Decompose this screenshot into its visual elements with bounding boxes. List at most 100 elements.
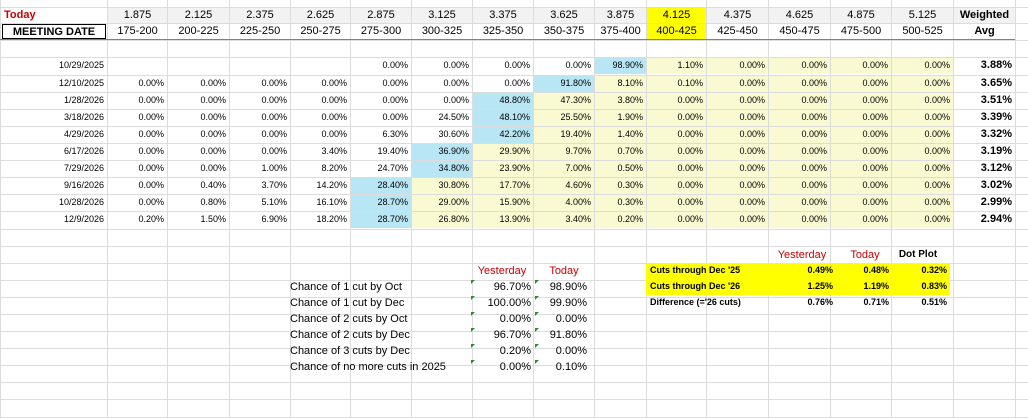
- probability-cell[interactable]: 0.00%: [769, 161, 830, 177]
- range-header[interactable]: 300-325: [412, 24, 472, 39]
- probability-cell[interactable]: 0.00%: [707, 212, 768, 228]
- probability-cell[interactable]: 0.00%: [769, 58, 830, 74]
- probability-cell[interactable]: 0.00%: [707, 161, 768, 177]
- probability-cell[interactable]: 6.90%: [261, 214, 287, 224]
- weighted-avg-cell[interactable]: 3.02%: [980, 179, 1012, 191]
- rate-header[interactable]: 4.875: [831, 8, 891, 23]
- probability-cell[interactable]: 0.10%: [647, 76, 706, 92]
- probability-cell[interactable]: 0.00%: [138, 180, 164, 190]
- probability-cell[interactable]: 0.00%: [504, 60, 530, 70]
- probability-cell[interactable]: 0.00%: [200, 129, 226, 139]
- probability-cell[interactable]: 1.90%: [595, 110, 646, 126]
- meeting-date-cell[interactable]: 10/29/2025: [58, 60, 104, 70]
- probability-cell[interactable]: 8.20%: [321, 163, 347, 173]
- probability-cell[interactable]: 0.00%: [138, 146, 164, 156]
- probability-cell[interactable]: 0.00%: [831, 195, 891, 211]
- cut-chance-yesterday[interactable]: 100.00%: [487, 297, 531, 309]
- probability-cell[interactable]: 4.60%: [534, 178, 594, 194]
- summary-dotplot[interactable]: 0.51%: [921, 297, 947, 307]
- probability-cell[interactable]: 0.20%: [595, 212, 646, 228]
- probability-cell[interactable]: 24.50%: [438, 112, 469, 122]
- probability-cell[interactable]: 1.10%: [647, 58, 706, 74]
- meeting-date-cell[interactable]: 10/28/2026: [58, 197, 104, 207]
- probability-cell[interactable]: 0.00%: [382, 112, 408, 122]
- probability-cell[interactable]: 0.00%: [647, 161, 706, 177]
- probability-cell[interactable]: 30.60%: [438, 129, 469, 139]
- probability-cell[interactable]: 19.40%: [377, 146, 408, 156]
- probability-cell[interactable]: 0.00%: [831, 212, 891, 228]
- range-header[interactable]: 425-450: [707, 24, 768, 39]
- probability-cell[interactable]: 0.00%: [261, 146, 287, 156]
- probability-cell[interactable]: 98.90%: [595, 58, 646, 74]
- probability-cell[interactable]: 0.00%: [892, 127, 953, 143]
- probability-cell[interactable]: 0.00%: [321, 78, 347, 88]
- summary-yesterday[interactable]: 0.49%: [766, 263, 836, 279]
- probability-cell[interactable]: 0.00%: [443, 78, 469, 88]
- probability-cell[interactable]: 0.00%: [443, 60, 469, 70]
- probability-cell[interactable]: [230, 58, 290, 74]
- rate-header[interactable]: 2.875: [351, 8, 411, 23]
- probability-cell[interactable]: 36.90%: [412, 144, 472, 160]
- weighted-avg-cell[interactable]: 3.19%: [980, 145, 1012, 157]
- probability-cell[interactable]: 0.00%: [321, 95, 347, 105]
- weighted-avg-cell[interactable]: 2.99%: [980, 196, 1012, 208]
- probability-cell[interactable]: 3.80%: [595, 93, 646, 109]
- meeting-date-cell[interactable]: 1/28/2026: [63, 95, 104, 105]
- probability-cell[interactable]: 0.00%: [707, 110, 768, 126]
- probability-cell[interactable]: 0.00%: [138, 197, 164, 207]
- probability-cell[interactable]: 7.00%: [534, 161, 594, 177]
- probability-cell[interactable]: 19.40%: [534, 127, 594, 143]
- weighted-avg-cell[interactable]: 2.94%: [980, 213, 1012, 225]
- weighted-avg-cell[interactable]: 3.12%: [980, 162, 1012, 174]
- range-header[interactable]: 275-300: [351, 24, 411, 39]
- range-header[interactable]: 400-425: [647, 24, 706, 39]
- probability-cell[interactable]: 34.80%: [412, 161, 472, 177]
- rate-header[interactable]: 3.875: [595, 8, 646, 23]
- meeting-date-cell[interactable]: 9/16/2026: [63, 180, 104, 190]
- rate-header[interactable]: 4.625: [769, 8, 830, 23]
- meeting-date-cell[interactable]: 12/10/2025: [58, 78, 104, 88]
- probability-cell[interactable]: 0.00%: [769, 76, 830, 92]
- range-header[interactable]: 225-250: [230, 24, 290, 39]
- probability-cell[interactable]: 0.00%: [565, 60, 591, 70]
- probability-cell[interactable]: 29.00%: [412, 195, 472, 211]
- probability-cell[interactable]: 0.00%: [831, 93, 891, 109]
- probability-cell[interactable]: 0.00%: [138, 78, 164, 88]
- probability-cell[interactable]: 17.70%: [473, 178, 533, 194]
- probability-cell[interactable]: 0.70%: [595, 144, 646, 160]
- probability-cell[interactable]: 24.70%: [377, 163, 408, 173]
- range-header[interactable]: 175-200: [108, 24, 167, 39]
- probability-cell[interactable]: 26.80%: [412, 212, 472, 228]
- summary-dotplot[interactable]: 0.32%: [892, 263, 950, 279]
- probability-cell[interactable]: 0.00%: [707, 144, 768, 160]
- probability-cell[interactable]: 0.00%: [892, 76, 953, 92]
- probability-cell[interactable]: 0.00%: [892, 195, 953, 211]
- probability-cell[interactable]: 3.40%: [321, 146, 347, 156]
- meeting-date-cell[interactable]: 4/29/2026: [63, 129, 104, 139]
- probability-cell[interactable]: 8.10%: [595, 76, 646, 92]
- probability-cell[interactable]: 15.90%: [473, 195, 533, 211]
- probability-cell[interactable]: 0.00%: [892, 144, 953, 160]
- summary-today[interactable]: 0.71%: [863, 297, 889, 307]
- probability-cell[interactable]: 0.00%: [769, 195, 830, 211]
- range-header[interactable]: 350-375: [534, 24, 594, 39]
- rate-header[interactable]: 4.125: [647, 8, 706, 23]
- probability-cell[interactable]: 0.00%: [138, 95, 164, 105]
- probability-cell[interactable]: 48.10%: [473, 110, 533, 126]
- probability-cell[interactable]: 0.00%: [831, 127, 891, 143]
- probability-cell[interactable]: 0.00%: [382, 60, 408, 70]
- probability-cell[interactable]: 3.40%: [534, 212, 594, 228]
- probability-cell[interactable]: 0.00%: [831, 76, 891, 92]
- probability-cell[interactable]: 0.00%: [200, 146, 226, 156]
- probability-cell[interactable]: 0.00%: [321, 129, 347, 139]
- probability-cell[interactable]: 30.80%: [412, 178, 472, 194]
- probability-cell[interactable]: 42.20%: [473, 127, 533, 143]
- probability-cell[interactable]: 0.00%: [831, 178, 891, 194]
- meeting-date-cell[interactable]: 6/17/2026: [63, 146, 104, 156]
- probability-cell[interactable]: 16.10%: [316, 197, 347, 207]
- probability-cell[interactable]: 0.00%: [892, 58, 953, 74]
- probability-cell[interactable]: 0.00%: [647, 178, 706, 194]
- summary-yesterday[interactable]: 1.25%: [766, 279, 836, 295]
- cut-chance-today[interactable]: 0.00%: [555, 313, 587, 325]
- probability-cell[interactable]: 0.00%: [707, 127, 768, 143]
